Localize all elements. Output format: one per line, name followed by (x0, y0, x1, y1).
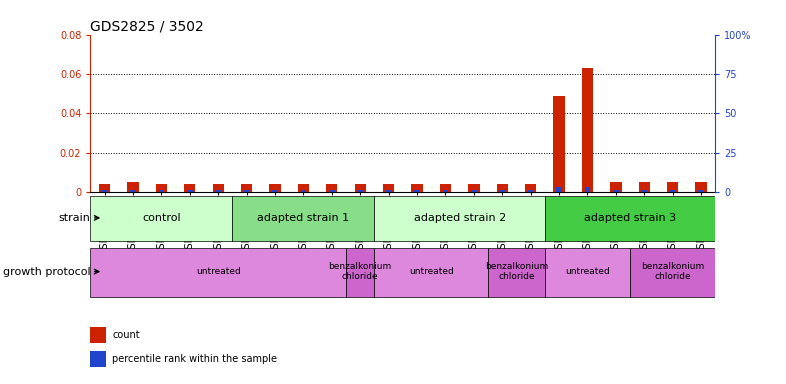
Text: untreated: untreated (196, 267, 241, 276)
Text: benzalkonium
chloride: benzalkonium chloride (329, 262, 392, 281)
Text: percentile rank within the sample: percentile rank within the sample (112, 354, 277, 364)
Text: benzalkonium
chloride: benzalkonium chloride (641, 262, 704, 281)
Bar (525, 184, 536, 192)
Bar (156, 184, 167, 192)
Bar (298, 184, 309, 192)
Bar (244, 190, 249, 192)
Bar (670, 190, 675, 192)
Bar (471, 190, 476, 192)
Bar (90, 327, 106, 343)
Bar (159, 190, 164, 192)
Text: benzalkonium
chloride: benzalkonium chloride (485, 262, 548, 281)
Bar (184, 184, 196, 192)
Bar (386, 190, 391, 192)
Bar (233, 197, 374, 242)
Bar (215, 190, 221, 192)
Bar (528, 190, 534, 192)
Bar (272, 190, 278, 192)
Bar (99, 184, 110, 192)
Bar (374, 197, 545, 242)
Bar (101, 190, 108, 192)
Bar (346, 248, 374, 297)
Bar (270, 184, 281, 192)
Bar (468, 184, 479, 192)
Bar (439, 184, 451, 192)
Bar (499, 190, 505, 192)
Bar (553, 96, 564, 192)
Bar (326, 184, 337, 192)
Bar (585, 187, 590, 192)
Bar (613, 190, 619, 192)
Bar (667, 182, 678, 192)
Bar (641, 190, 647, 192)
Bar (354, 184, 366, 192)
Bar (443, 190, 448, 192)
Bar (545, 197, 715, 242)
Text: untreated: untreated (409, 267, 454, 276)
Bar (300, 190, 307, 192)
Text: control: control (142, 213, 181, 223)
Text: adapted strain 2: adapted strain 2 (413, 213, 505, 223)
Bar (187, 190, 193, 192)
Text: adapted strain 1: adapted strain 1 (257, 213, 350, 223)
Bar (488, 248, 545, 297)
Bar (638, 182, 650, 192)
Bar (630, 248, 715, 297)
Bar (241, 184, 252, 192)
Bar (411, 184, 423, 192)
Bar (90, 197, 233, 242)
Text: untreated: untreated (565, 267, 610, 276)
Bar (130, 190, 136, 192)
Bar (696, 182, 707, 192)
Bar (698, 190, 704, 192)
Bar (610, 182, 622, 192)
Text: strain: strain (59, 213, 90, 223)
Bar (374, 248, 488, 297)
Text: growth protocol: growth protocol (3, 266, 90, 276)
Bar (545, 248, 630, 297)
Bar (329, 190, 335, 192)
Text: adapted strain 3: adapted strain 3 (584, 213, 676, 223)
Bar (556, 187, 562, 192)
Bar (582, 68, 593, 192)
Bar (127, 182, 138, 192)
Text: GDS2825 / 3502: GDS2825 / 3502 (90, 20, 204, 33)
Bar (90, 248, 346, 297)
Bar (90, 351, 106, 367)
Text: count: count (112, 330, 140, 340)
Bar (497, 184, 508, 192)
Bar (383, 184, 395, 192)
Bar (212, 184, 224, 192)
Bar (414, 190, 420, 192)
Bar (358, 190, 363, 192)
